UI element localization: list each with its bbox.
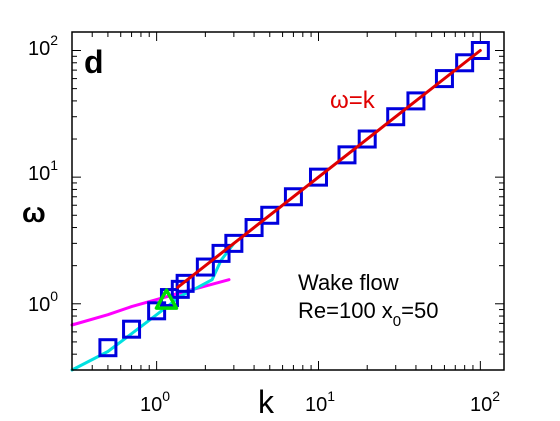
series-line bbox=[70, 278, 231, 327]
x-axis-label: k bbox=[258, 384, 275, 420]
square-marker bbox=[283, 187, 303, 207]
square-marker bbox=[170, 279, 190, 299]
square-marker bbox=[337, 145, 357, 165]
square-marker bbox=[357, 129, 377, 149]
square-marker bbox=[211, 243, 231, 263]
square-marker bbox=[434, 69, 454, 89]
y-axis-label: ω bbox=[22, 197, 46, 228]
square-marker bbox=[386, 107, 406, 127]
square-marker bbox=[308, 167, 328, 187]
axis-ticks bbox=[71, 32, 504, 371]
panel-label: d bbox=[84, 44, 104, 80]
plot-frame bbox=[71, 31, 505, 371]
square-marker bbox=[122, 319, 142, 339]
triangle-marker bbox=[154, 288, 179, 310]
series-line bbox=[176, 49, 482, 289]
square-marker bbox=[98, 338, 118, 358]
x-tick-label-2: 102 bbox=[470, 388, 500, 416]
square-marker bbox=[244, 218, 264, 238]
x-tick-label-0: 100 bbox=[140, 388, 170, 416]
square-marker bbox=[195, 257, 215, 277]
square-marker bbox=[260, 205, 280, 225]
x-tick-label-1: 101 bbox=[305, 388, 335, 416]
plot-series bbox=[70, 41, 490, 372]
line-annotation: ω=k bbox=[330, 87, 376, 114]
y-tick-label-2: 102 bbox=[28, 32, 58, 60]
square-marker bbox=[224, 233, 244, 253]
series-line bbox=[70, 241, 236, 372]
y-tick-label-1: 101 bbox=[28, 157, 58, 185]
flow-annotation-line1: Wake flow bbox=[298, 270, 399, 295]
flow-annotation-line2: Re=100 x0=50 bbox=[298, 298, 438, 330]
square-marker bbox=[147, 301, 167, 321]
square-marker bbox=[470, 41, 490, 61]
y-tick-label-0: 100 bbox=[28, 288, 58, 316]
square-marker bbox=[406, 91, 426, 111]
square-marker bbox=[455, 53, 475, 73]
square-marker bbox=[175, 273, 195, 293]
